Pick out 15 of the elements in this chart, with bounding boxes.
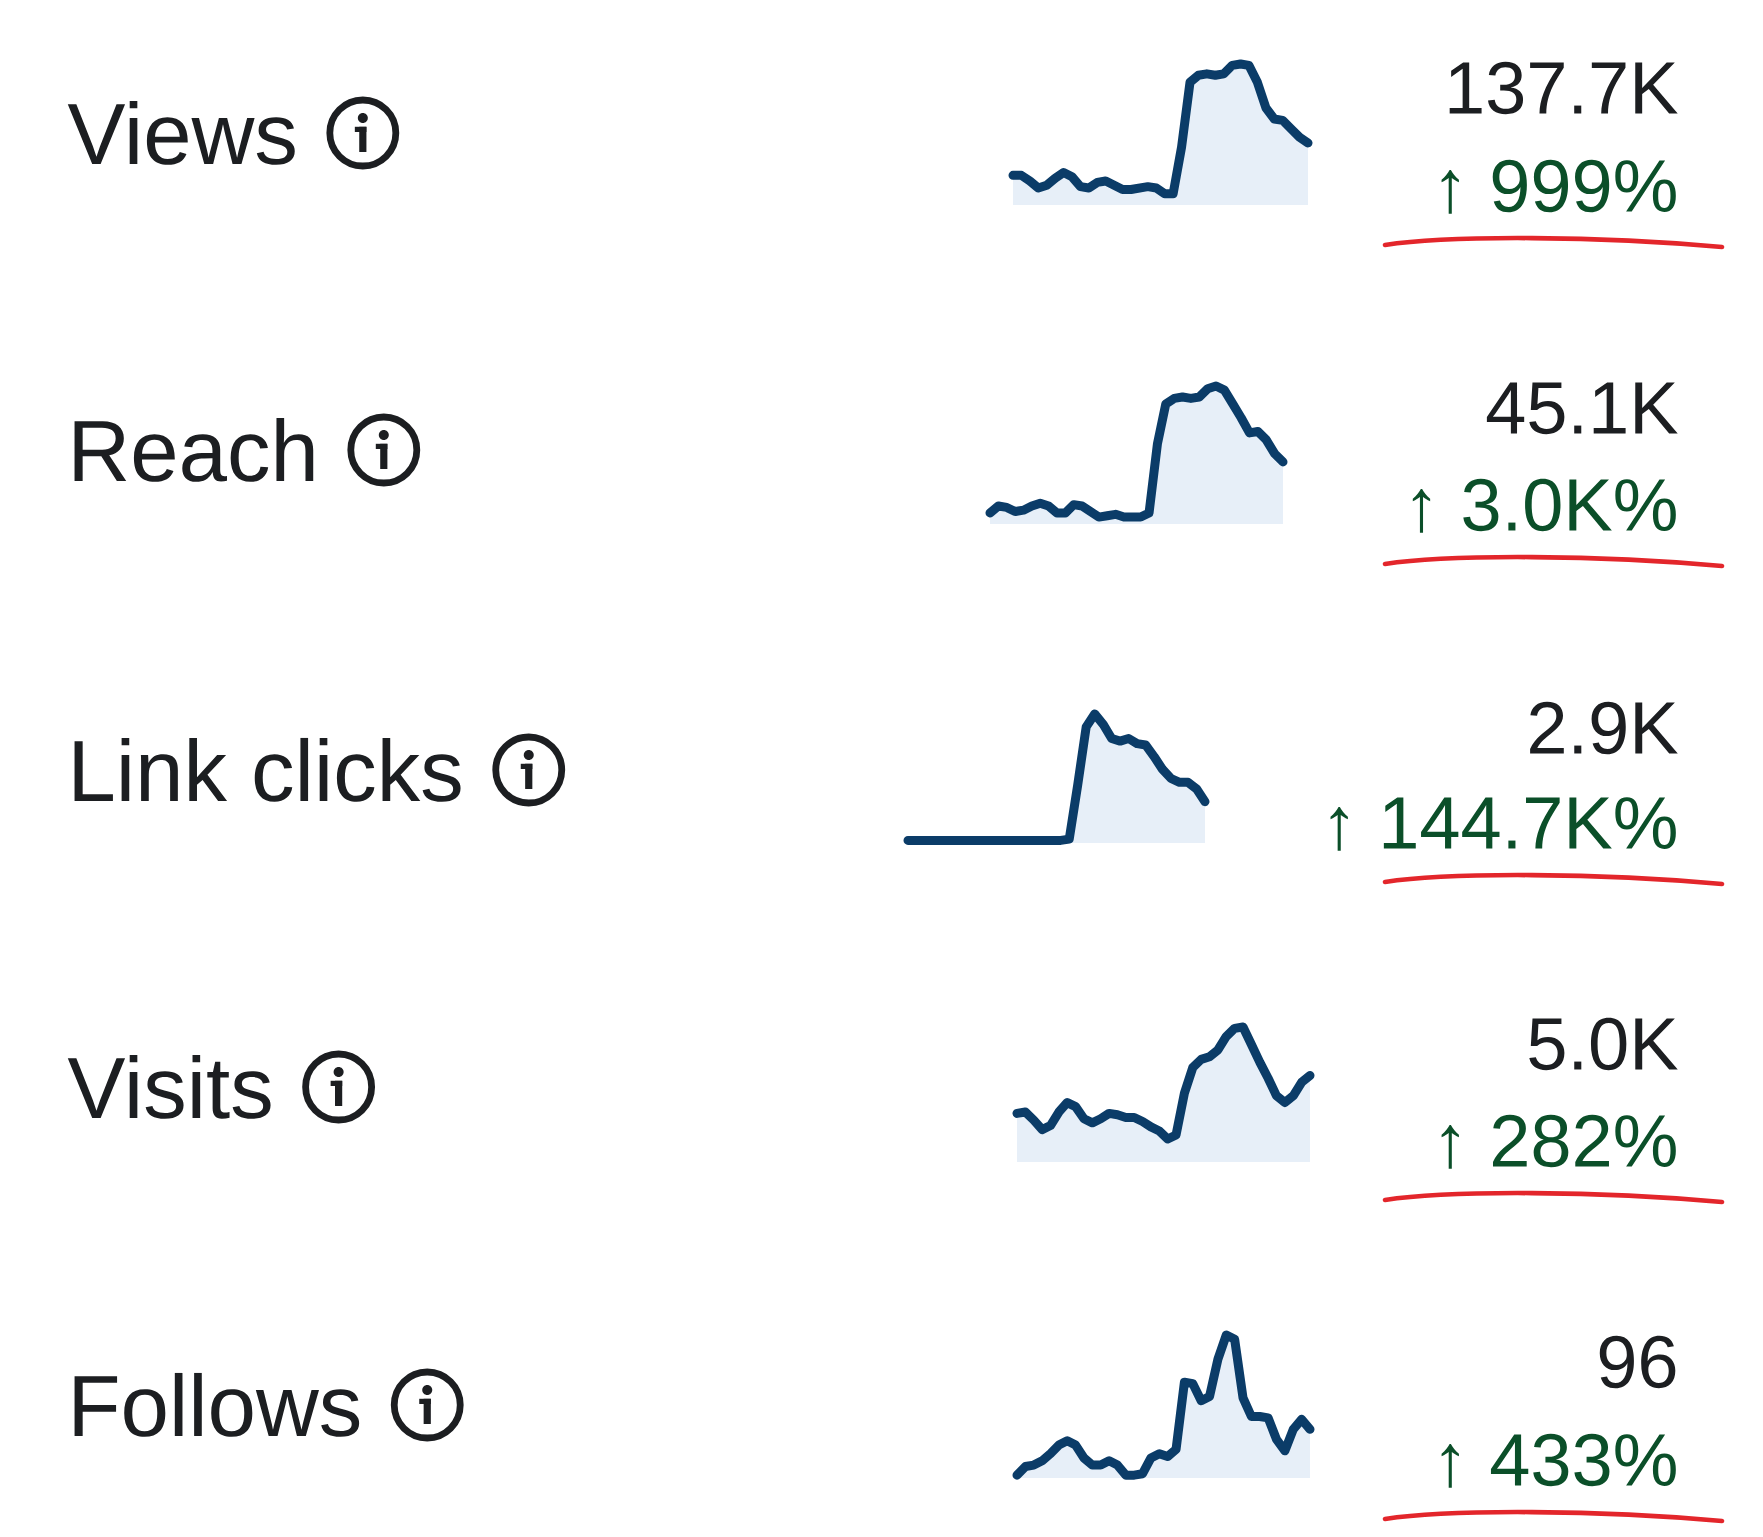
- text: ↑ 433%: [1441, 1433, 1676, 1488]
- text: 5.0K: [1529, 1017, 1678, 1071]
- text: ↑ 999%: [1441, 159, 1676, 214]
- text: ↑ 282%: [1441, 1114, 1676, 1169]
- text: 45.1K: [1486, 382, 1678, 435]
- y-axis-title: Reach: [74, 417, 314, 482]
- y-axis-title: Views: [67, 100, 295, 165]
- text: ↑ 3.0K%: [1412, 478, 1676, 533]
- y-axis-title: Link clicks: [74, 737, 461, 802]
- text: 96: [1599, 1335, 1676, 1389]
- y-axis-title: Visits: [67, 1054, 271, 1119]
- text: ↑ 144.7K%: [1330, 797, 1676, 851]
- text: 137.7K: [1449, 61, 1678, 115]
- text: 2.9K: [1530, 701, 1678, 755]
- y-axis-title: Follows: [74, 1372, 360, 1437]
